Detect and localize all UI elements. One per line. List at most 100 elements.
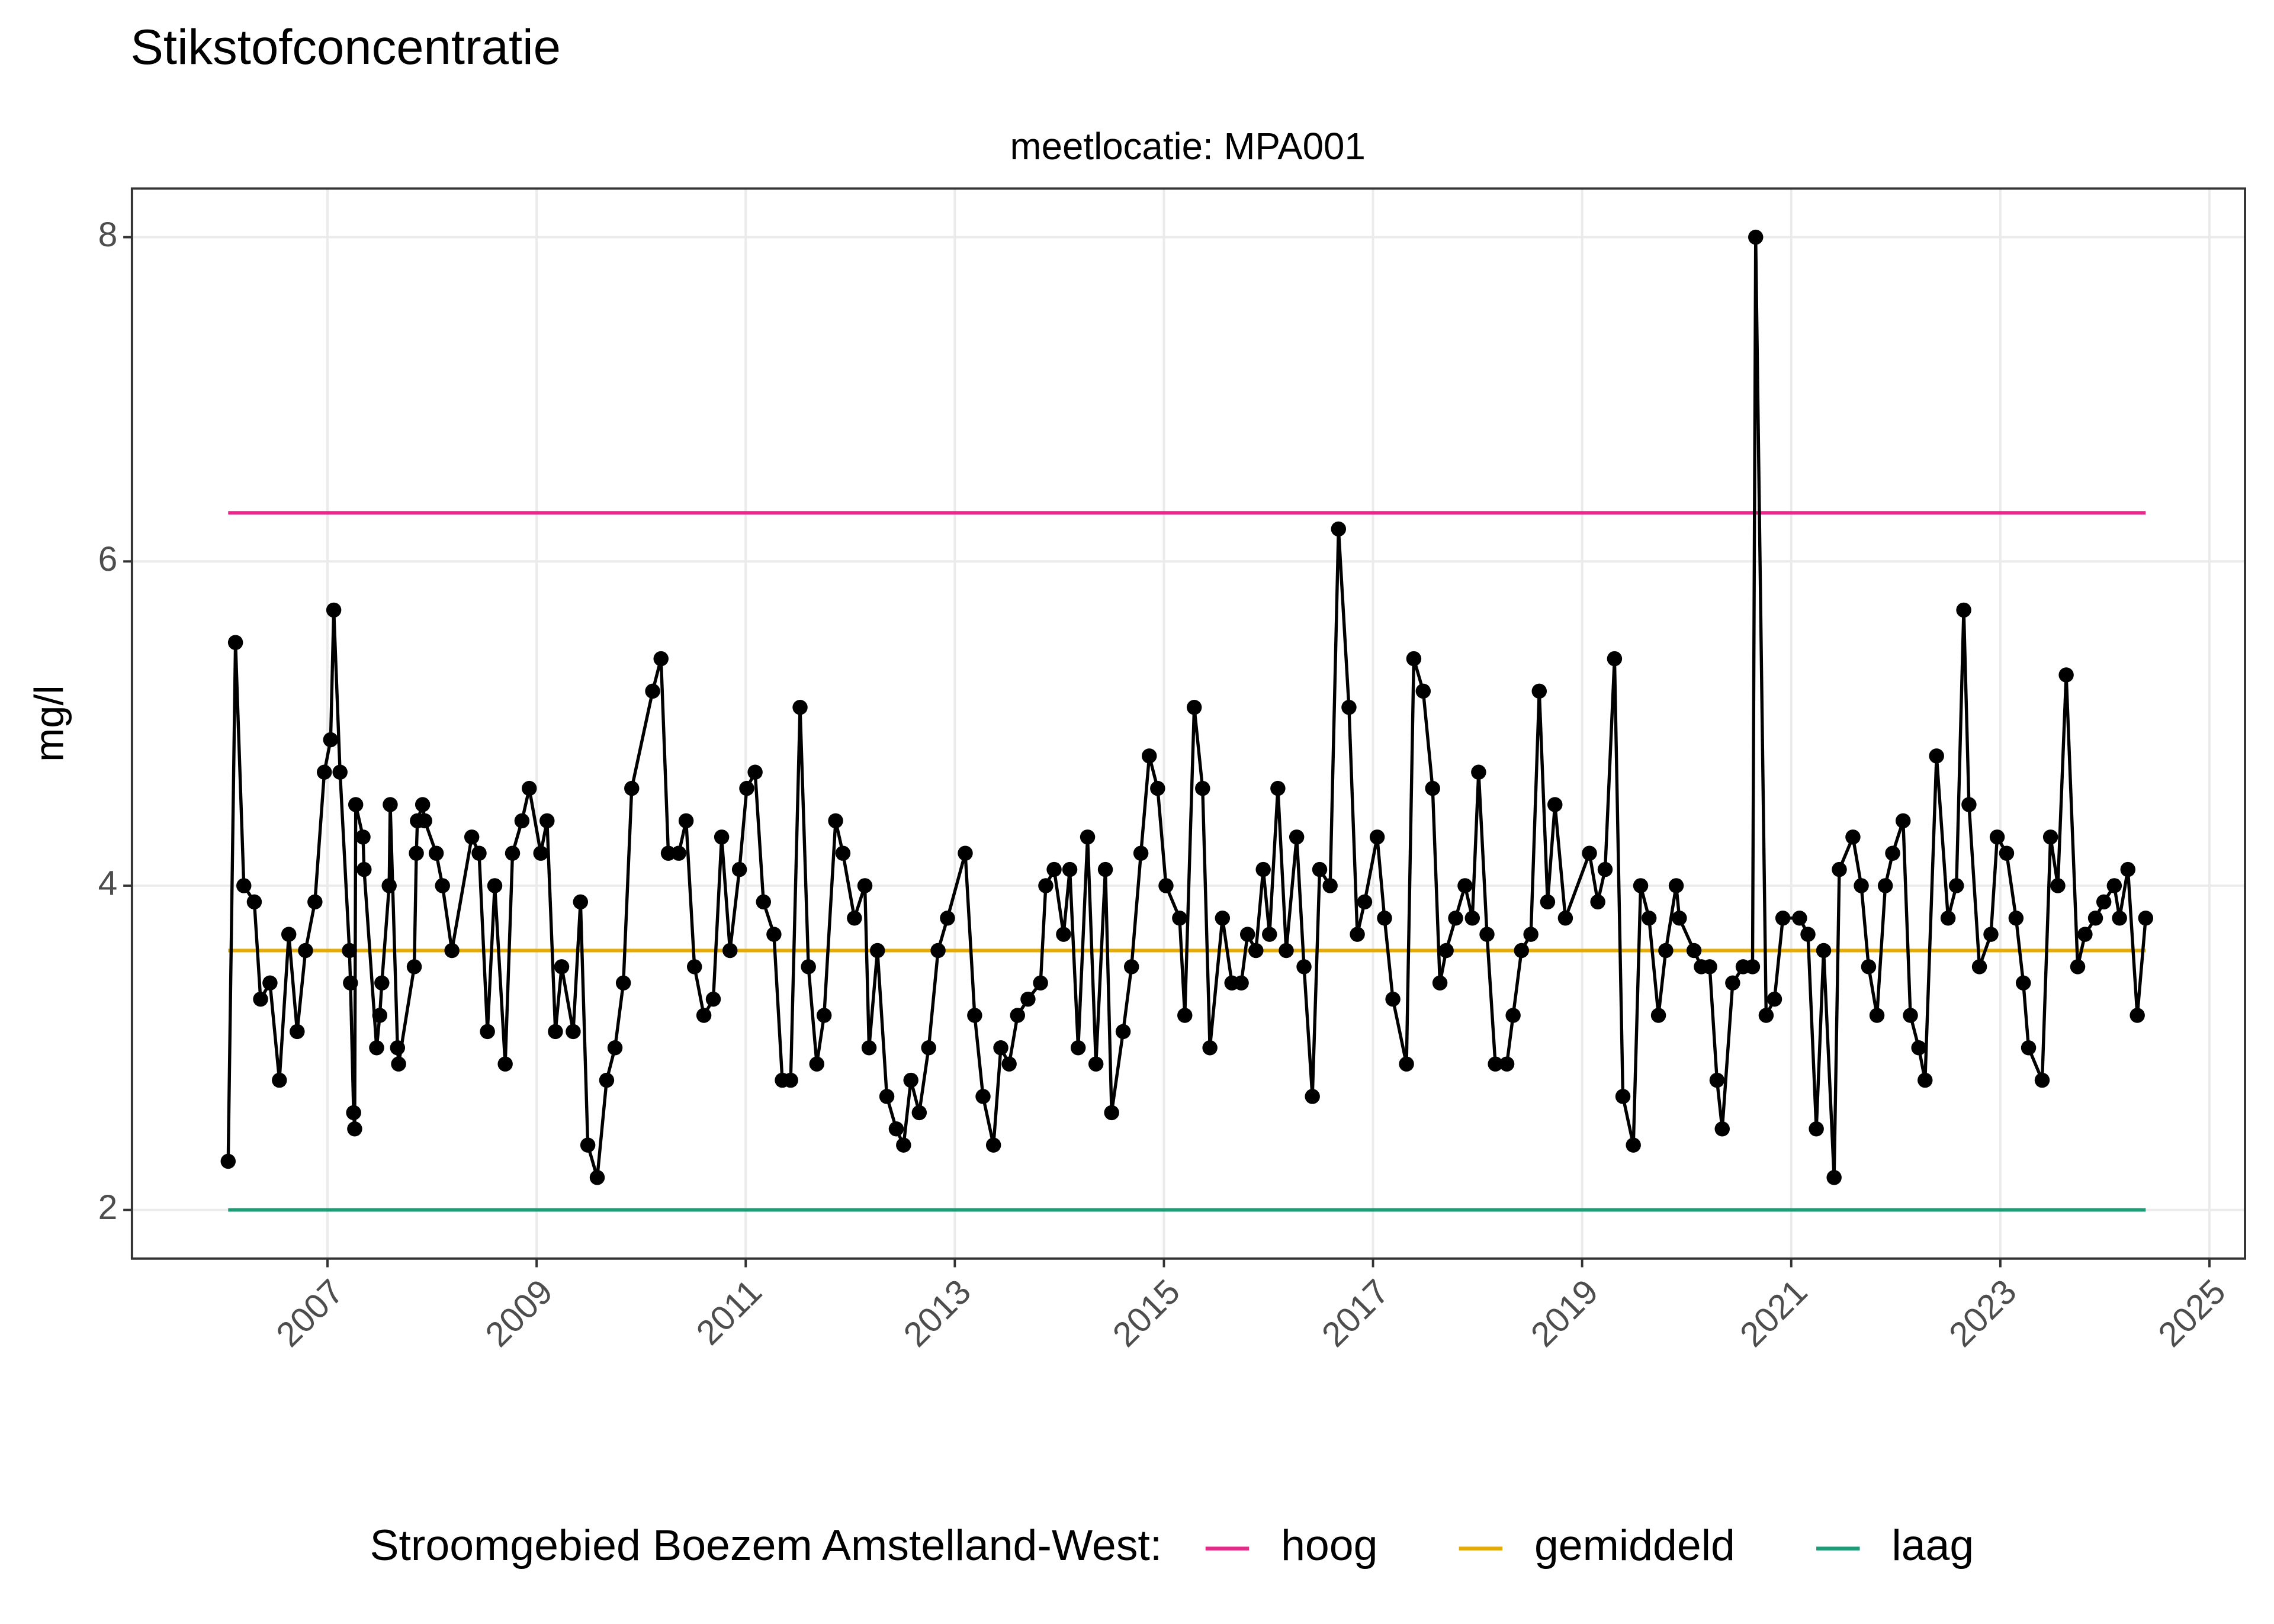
data-point xyxy=(1133,845,1149,861)
data-point xyxy=(415,797,431,812)
data-point xyxy=(903,1072,918,1088)
data-point xyxy=(1766,991,1782,1007)
data-point xyxy=(1215,910,1231,926)
data-point xyxy=(1322,878,1338,893)
data-point xyxy=(435,878,450,893)
data-point xyxy=(1903,1008,1918,1023)
data-point xyxy=(1499,1056,1515,1072)
data-point xyxy=(487,878,503,893)
data-point xyxy=(1369,829,1385,845)
data-point xyxy=(1607,651,1623,667)
data-point xyxy=(1877,878,1893,893)
data-point xyxy=(1557,910,1573,926)
data-point xyxy=(1505,1008,1521,1023)
data-point xyxy=(1020,991,1036,1007)
data-point xyxy=(940,910,955,926)
data-point xyxy=(1062,861,1078,877)
data-point xyxy=(2042,829,2058,845)
data-point xyxy=(522,780,537,796)
data-point xyxy=(879,1089,895,1104)
data-point xyxy=(828,813,843,829)
data-point xyxy=(722,943,738,959)
data-point xyxy=(343,975,358,991)
data-point xyxy=(1432,975,1448,991)
data-point xyxy=(356,861,372,877)
data-point xyxy=(1123,959,1139,975)
data-point xyxy=(714,829,730,845)
data-point xyxy=(1641,910,1657,926)
data-point xyxy=(607,1040,623,1056)
data-point xyxy=(2112,910,2127,926)
data-point xyxy=(1929,748,1944,764)
data-point xyxy=(1809,1121,1824,1137)
data-point xyxy=(566,1024,581,1040)
data-point xyxy=(409,845,424,861)
data-point xyxy=(1702,959,1717,975)
data-point xyxy=(1650,1008,1666,1023)
data-point xyxy=(1714,1121,1730,1137)
data-point xyxy=(307,894,323,910)
data-point xyxy=(801,959,816,975)
data-point xyxy=(1141,748,1157,764)
data-point xyxy=(2077,927,2093,942)
data-point xyxy=(1885,845,1900,861)
legend-title: Stroomgebied Boezem Amstelland-West: xyxy=(370,1520,1162,1570)
data-point xyxy=(1911,1040,1926,1056)
data-point xyxy=(1590,894,1605,910)
data-point xyxy=(1177,1008,1193,1023)
data-point xyxy=(428,845,444,861)
data-point xyxy=(1312,861,1328,877)
data-point xyxy=(2096,894,2112,910)
data-point xyxy=(347,1121,362,1137)
data-point xyxy=(1033,975,1048,991)
data-point xyxy=(1464,910,1480,926)
data-point xyxy=(1745,959,1761,975)
data-point xyxy=(1961,797,1977,812)
y-tick-label: 6 xyxy=(98,540,118,578)
data-point xyxy=(2034,1072,2050,1088)
data-point xyxy=(1279,943,1294,959)
data-point xyxy=(967,1008,982,1023)
data-point xyxy=(1748,229,1764,245)
data-point xyxy=(505,845,521,861)
legend: Stroomgebied Boezem Amstelland-West: hoo… xyxy=(370,1520,1974,1570)
data-point xyxy=(1540,894,1556,910)
data-point xyxy=(372,1008,388,1023)
data-point xyxy=(1816,943,1832,959)
data-point xyxy=(1471,764,1486,780)
data-point xyxy=(1845,829,1861,845)
data-point xyxy=(624,780,640,796)
data-point xyxy=(539,813,555,829)
data-point xyxy=(548,1024,563,1040)
data-point xyxy=(573,894,589,910)
data-point xyxy=(2120,861,2136,877)
data-point xyxy=(1854,878,1869,893)
data-point xyxy=(1668,878,1684,893)
data-point xyxy=(480,1024,495,1040)
data-point xyxy=(958,845,973,861)
data-point xyxy=(2015,975,2031,991)
data-point xyxy=(1255,861,1271,877)
data-point xyxy=(1658,943,1674,959)
chart-title: Stikstofconcentratie xyxy=(130,20,561,75)
data-point xyxy=(896,1137,911,1153)
data-point xyxy=(383,797,398,812)
facet-label: meetlocatie: MPA001 xyxy=(1010,126,1366,168)
data-point xyxy=(369,1040,384,1056)
data-point xyxy=(705,991,721,1007)
data-point xyxy=(1202,1040,1218,1056)
data-point xyxy=(1104,1105,1119,1121)
data-point xyxy=(1377,910,1392,926)
data-point xyxy=(281,927,297,942)
data-point xyxy=(1448,910,1463,926)
data-point xyxy=(253,991,268,1007)
data-point xyxy=(1999,845,2015,861)
data-point xyxy=(1582,845,1597,861)
data-point xyxy=(1080,829,1096,845)
data-point xyxy=(911,1105,927,1121)
data-point xyxy=(1350,927,1365,942)
data-point xyxy=(1305,1089,1320,1104)
data-point xyxy=(220,1153,236,1169)
